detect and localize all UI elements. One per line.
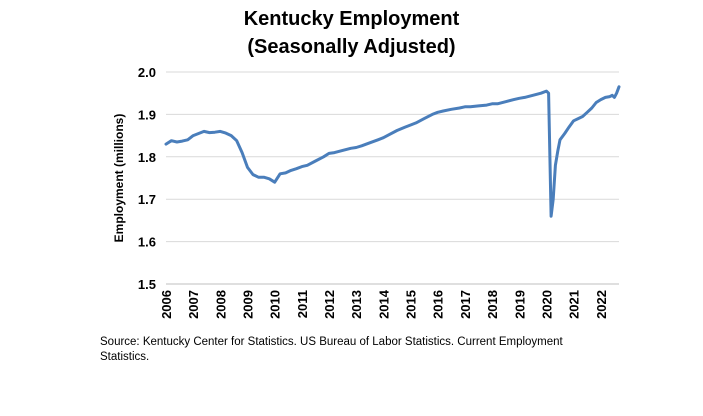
x-axis-ticks: 2006 2007 2008 2009 2010 2011 2012 2013 2014 2015… — [159, 289, 609, 319]
y-tick-label: 1.5 — [138, 277, 156, 292]
x-tick-label: 2021 — [567, 290, 582, 319]
x-tick-label: 2010 — [268, 290, 283, 319]
series-line — [164, 85, 621, 218]
x-tick-label: 2006 — [159, 290, 174, 319]
gridlines — [166, 71, 619, 285]
x-tick-label: 2011 — [295, 290, 310, 318]
x-tick-label: 2018 — [485, 290, 500, 319]
x-tick-label: 2019 — [512, 290, 527, 319]
x-tick-label: 2008 — [213, 290, 228, 319]
x-tick-label: 2013 — [349, 290, 364, 319]
x-tick-label: 2020 — [539, 290, 554, 319]
x-tick-label: 2007 — [186, 290, 201, 319]
x-tick-label: 2016 — [431, 290, 446, 319]
source-note: Source: Kentucky Center for Statistics. … — [100, 336, 563, 363]
y-axis-label: Employment (millions) — [112, 114, 126, 243]
y-tick-label: 1.8 — [138, 150, 156, 165]
x-tick-label: 2015 — [404, 290, 419, 319]
x-tick-label: 2017 — [458, 290, 473, 319]
y-tick-label: 2.0 — [138, 65, 156, 80]
x-tick-label: 2014 — [376, 289, 391, 319]
x-tick-label: 2022 — [594, 290, 609, 319]
chart-subtitle: (Seasonally Adjusted) — [247, 36, 456, 58]
y-tick-label: 1.7 — [138, 192, 156, 207]
y-tick-label: 1.9 — [138, 107, 156, 122]
y-axis-ticks: 1.5 1.6 1.7 1.8 1.9 2.0 — [138, 65, 156, 292]
x-tick-label: 2012 — [322, 290, 337, 319]
chart-title: Kentucky Employment — [243, 8, 460, 30]
x-tick-label: 2009 — [241, 290, 256, 319]
y-tick-label: 1.6 — [138, 235, 156, 250]
